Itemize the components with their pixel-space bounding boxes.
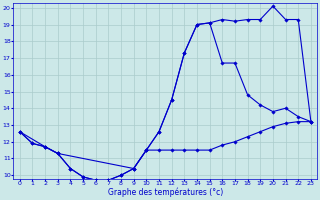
- X-axis label: Graphe des températures (°c): Graphe des températures (°c): [108, 188, 223, 197]
